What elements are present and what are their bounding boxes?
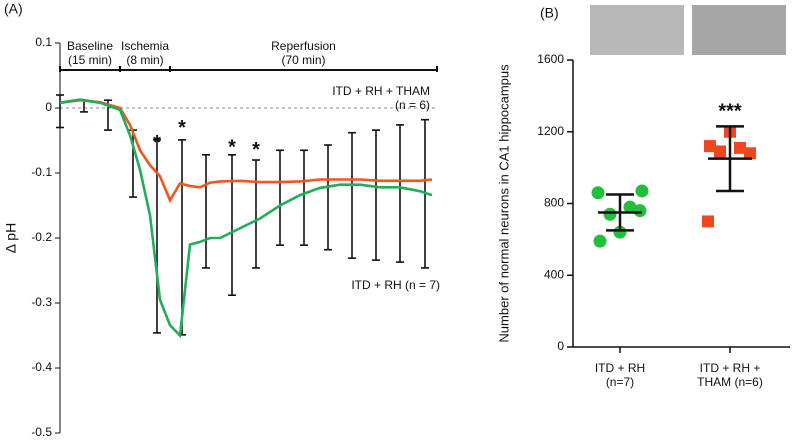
y-tick-label: -0.4 xyxy=(31,360,52,374)
series-label-box: ITD + RH + THAM (n = 6) xyxy=(332,84,430,112)
data-point xyxy=(623,200,637,214)
series-label: ITD + RH + THAM (n = 6) xyxy=(332,84,430,112)
period-duration: (70 min) xyxy=(281,53,325,67)
period-label: Baseline xyxy=(67,39,113,53)
y-tick-label: -0.2 xyxy=(31,230,52,244)
data-point xyxy=(714,145,726,158)
y-axis-label: Number of normal neurons in CA1 hippocam… xyxy=(496,64,511,343)
y-tick-label: -0.5 xyxy=(31,425,52,439)
data-point xyxy=(593,234,607,248)
data-point xyxy=(744,147,756,160)
data-point xyxy=(702,215,714,228)
y-tick-label: 0.1 xyxy=(35,35,52,49)
significance-mark: * xyxy=(153,132,161,154)
panel-label: (A) xyxy=(4,1,23,17)
x-tick-label: ITD + RH + THAM (n=6) xyxy=(697,361,763,389)
series-label-box: ITD + RH (n = 7) xyxy=(351,278,440,292)
period-duration: (15 min) xyxy=(68,53,112,67)
micrograph xyxy=(692,5,786,55)
data-point xyxy=(635,184,649,198)
y-tick-label: 1600 xyxy=(537,52,564,66)
significance-mark: * xyxy=(252,139,260,161)
data-point xyxy=(603,207,617,221)
micrograph xyxy=(590,5,684,55)
x-tick-label-box: ITD + RH + THAM (n=6) xyxy=(697,361,763,389)
data-point xyxy=(591,186,605,200)
data-point xyxy=(633,204,647,218)
x-tick-label-box: ITD + RH (n=7) xyxy=(594,361,646,389)
period-label: Ischemia xyxy=(121,39,169,53)
series-label: ITD + RH (n = 7) xyxy=(351,278,440,292)
significance-mark: * xyxy=(178,117,186,139)
panel-label: (B) xyxy=(540,5,559,21)
y-tick-label: -0.3 xyxy=(31,295,52,309)
y-tick-label: 400 xyxy=(544,267,564,281)
x-tick-label: ITD + RH (n=7) xyxy=(594,361,646,389)
significance-mark: * xyxy=(228,137,236,159)
significance-mark: *** xyxy=(718,101,742,123)
data-point xyxy=(734,141,746,154)
series-line xyxy=(59,98,433,339)
period-label: Reperfusion xyxy=(271,39,336,53)
y-tick-label: 1200 xyxy=(537,124,564,138)
series-line xyxy=(59,98,433,204)
y-tick-label: 0 xyxy=(45,100,52,114)
period-duration: (8 min) xyxy=(126,53,163,67)
data-point xyxy=(704,140,716,153)
y-tick-label: 0 xyxy=(557,339,564,353)
data-point xyxy=(613,225,627,239)
y-tick-label: 800 xyxy=(544,196,564,210)
y-axis-label: Δ pH xyxy=(3,223,19,253)
y-tick-label: -0.1 xyxy=(31,165,52,179)
